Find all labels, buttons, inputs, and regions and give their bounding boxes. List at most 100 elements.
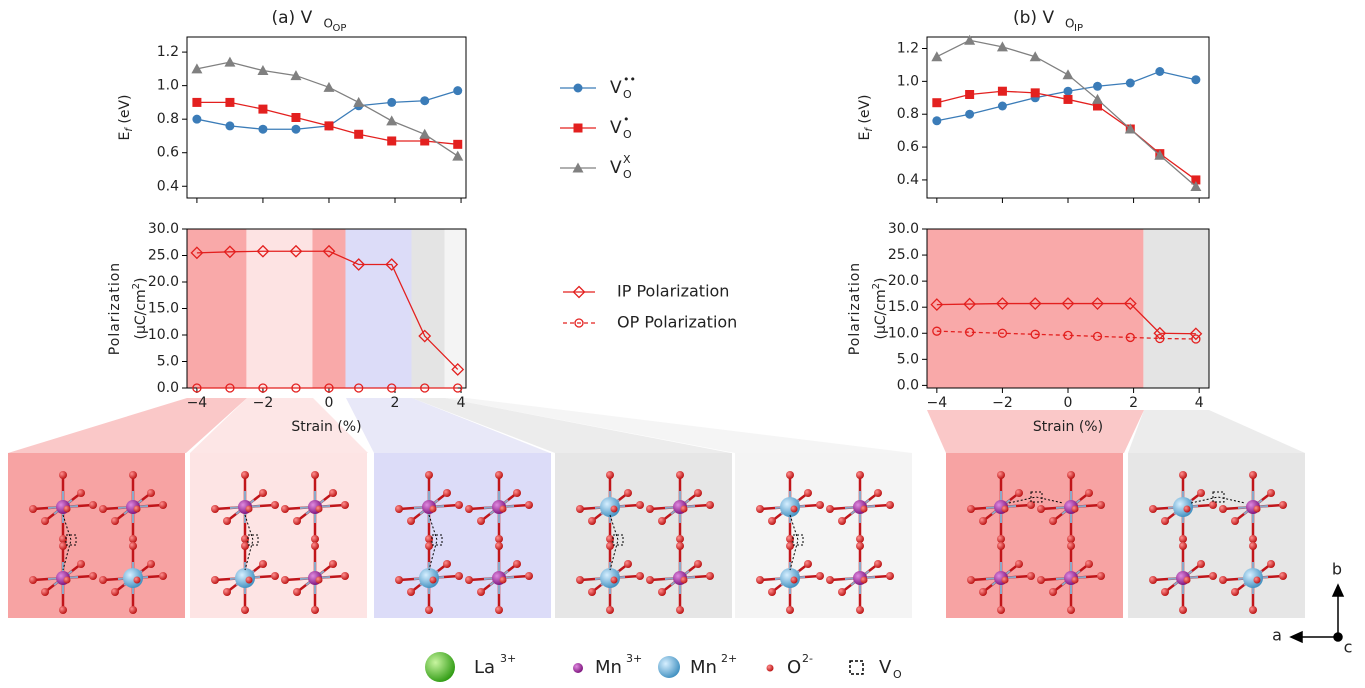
oxygen xyxy=(129,542,137,550)
y-axis-label: Polarization xyxy=(847,262,863,355)
oxygen xyxy=(967,505,975,513)
marker xyxy=(387,136,396,145)
chart-title: (b) V xyxy=(1013,8,1054,28)
series-line xyxy=(197,62,458,156)
y-axis-label: Ef (eV) xyxy=(117,95,135,141)
oxygen xyxy=(804,489,812,497)
oxygen xyxy=(1161,588,1169,596)
y-tick-label: 0.8 xyxy=(897,106,919,122)
marker xyxy=(965,90,974,99)
oxygen xyxy=(425,606,433,614)
oxygen xyxy=(838,517,846,525)
la-icon xyxy=(425,652,455,682)
oxygen xyxy=(826,505,834,513)
chart: 0.40.60.81.01.2(b) VOIPEf (eV) xyxy=(857,8,1209,203)
oxygen xyxy=(636,501,644,509)
oxygen xyxy=(281,505,289,513)
marker xyxy=(574,84,583,93)
oxygen xyxy=(1002,577,1009,584)
oxygen xyxy=(1067,606,1075,614)
y-axis-label: (μC/cm2) xyxy=(871,277,889,339)
y-tick-label: 20.0 xyxy=(888,273,919,289)
oxygen xyxy=(646,505,654,513)
marker xyxy=(291,113,300,122)
oxygen xyxy=(223,517,231,525)
oxygen xyxy=(606,606,614,614)
oxygen xyxy=(681,506,688,513)
y-tick-label: 30.0 xyxy=(148,221,179,237)
species-charge: 3+ xyxy=(626,652,642,665)
oxygen xyxy=(611,577,618,584)
mn3-icon xyxy=(573,663,583,673)
structure-panel xyxy=(1128,453,1305,618)
oxygen xyxy=(979,517,987,525)
marker xyxy=(965,110,974,119)
x-tick-label: −4 xyxy=(187,395,208,411)
y-tick-label: 1.0 xyxy=(897,73,919,89)
oxygen xyxy=(624,489,632,497)
panel-background xyxy=(8,453,185,618)
y-tick-label: 0.6 xyxy=(157,145,179,161)
oxygen xyxy=(1219,505,1227,513)
oxygen xyxy=(1267,560,1275,568)
oxygen xyxy=(513,560,521,568)
oxygen xyxy=(443,489,451,497)
oxygen xyxy=(606,471,614,479)
oxygen xyxy=(1267,489,1275,497)
species-legend: La 3+ Mn 3+ Mn 2+ O 2- V O xyxy=(425,652,902,682)
oxygen xyxy=(316,506,323,513)
y-axis-label: Ef (eV) xyxy=(857,95,875,141)
marker xyxy=(354,130,363,139)
oxygen xyxy=(341,501,349,509)
oxygen xyxy=(706,572,714,580)
marker xyxy=(1064,87,1073,96)
oxygen xyxy=(588,517,596,525)
oxygen xyxy=(246,577,253,584)
oxygen xyxy=(241,542,249,550)
marker xyxy=(1064,95,1073,104)
oxygen xyxy=(856,606,864,614)
oxygen xyxy=(1179,606,1187,614)
oxygen xyxy=(791,577,798,584)
oxygen xyxy=(407,588,415,596)
y-tick-label: 30.0 xyxy=(888,221,919,237)
series-line xyxy=(937,91,1196,180)
panel-background xyxy=(946,453,1123,618)
mn-atom xyxy=(780,497,800,517)
y-label-part: (eV) xyxy=(857,95,873,129)
oxygen xyxy=(395,505,403,513)
oxygen xyxy=(329,489,337,497)
oxygen xyxy=(1067,471,1075,479)
oxygen xyxy=(786,471,794,479)
y-tick-label: 10.0 xyxy=(148,327,179,343)
y-label-part: ) xyxy=(873,277,889,282)
oxygen xyxy=(41,588,49,596)
oxygen xyxy=(465,576,473,584)
oxygen xyxy=(465,505,473,513)
species-charge: 2+ xyxy=(721,652,737,665)
structure-panel xyxy=(946,453,1123,618)
oxygen xyxy=(694,489,702,497)
x-tick-label: −2 xyxy=(992,395,1013,411)
oxygen xyxy=(525,501,533,509)
oxygen xyxy=(1179,471,1187,479)
y-tick-label: 0.4 xyxy=(157,178,179,194)
mn-atom xyxy=(1243,568,1263,588)
legend-label-sup: •• xyxy=(623,73,636,86)
marker xyxy=(1191,75,1200,84)
oxygen xyxy=(77,489,85,497)
oxygen xyxy=(1037,576,1045,584)
oxygen xyxy=(1249,471,1257,479)
mn-atom xyxy=(780,568,800,588)
structure-panel xyxy=(555,453,732,618)
x-tick-label: 0 xyxy=(1064,395,1073,411)
arrow-head xyxy=(1291,632,1302,642)
oxygen xyxy=(646,576,654,584)
oxygen xyxy=(606,542,614,550)
mn2-icon xyxy=(658,656,680,678)
mn-atom xyxy=(235,568,255,588)
y-tick-label: 20.0 xyxy=(148,274,179,290)
structure-panel xyxy=(735,453,912,618)
oxygen xyxy=(500,506,507,513)
y-axis-label: Polarization xyxy=(107,262,123,355)
